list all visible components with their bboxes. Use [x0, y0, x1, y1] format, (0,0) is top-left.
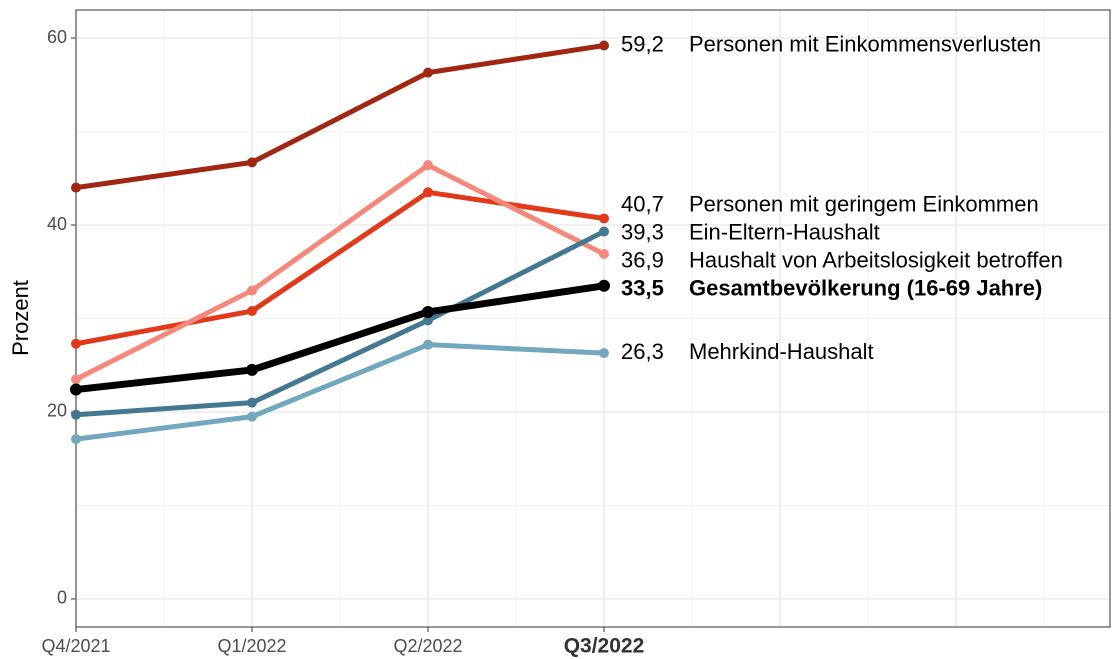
y-tick-label: 0 — [57, 588, 67, 608]
data-point — [599, 348, 609, 359]
series-line — [75, 189, 605, 347]
data-point — [247, 157, 257, 168]
series-line — [75, 43, 605, 191]
data-point — [71, 434, 81, 445]
legend-label: Gesamtbevölkerung (16-69 Jahre) — [689, 275, 1042, 300]
value-label: 40,7 — [621, 191, 664, 216]
x-tick-label: Q4/2021 — [41, 636, 110, 656]
legend-label: Personen mit geringem Einkommen — [689, 191, 1039, 216]
data-point — [71, 338, 81, 349]
x-tick-label: Q1/2022 — [217, 636, 286, 656]
data-point — [247, 411, 257, 422]
data-point — [247, 397, 257, 408]
data-point — [71, 409, 81, 420]
legend-label: Haushalt von Arbeitslosigkeit betroffen — [689, 247, 1063, 272]
data-point — [71, 374, 81, 385]
y-tick-label: 60 — [47, 27, 67, 47]
data-point — [71, 182, 81, 193]
value-label: 36,9 — [621, 247, 664, 272]
y-axis-label: Prozent — [8, 280, 33, 356]
x-tick-label: Q3/2022 — [564, 635, 645, 658]
data-point — [423, 315, 433, 326]
data-point — [246, 363, 258, 376]
data-point — [423, 67, 433, 78]
series-line — [75, 229, 606, 418]
data-point — [247, 306, 257, 317]
legend-label: Mehrkind-Haushalt — [689, 339, 874, 364]
value-label: 26,3 — [621, 339, 664, 364]
legend-label: Personen mit Einkommensverlusten — [689, 31, 1041, 56]
legend-label: Ein-Eltern-Haushalt — [689, 219, 880, 244]
y-tick-label: 40 — [47, 214, 67, 234]
value-label: 33,5 — [621, 275, 664, 300]
data-point — [70, 383, 82, 396]
data-point — [599, 226, 609, 237]
value-label: 59,2 — [621, 31, 664, 56]
data-point — [422, 305, 434, 318]
data-point — [599, 248, 609, 259]
series-line — [75, 282, 605, 394]
x-tick-label: Q2/2022 — [393, 636, 462, 656]
series-line — [74, 162, 606, 382]
value-label: 39,3 — [621, 219, 664, 244]
data-point — [247, 285, 257, 296]
data-point — [599, 40, 609, 51]
data-point — [423, 187, 433, 198]
series-line — [75, 342, 605, 442]
data-point — [423, 339, 433, 350]
plot-border — [75, 9, 1111, 628]
data-point — [599, 213, 609, 224]
y-tick-label: 20 — [47, 401, 67, 421]
data-point — [598, 279, 610, 292]
data-point — [423, 160, 433, 171]
